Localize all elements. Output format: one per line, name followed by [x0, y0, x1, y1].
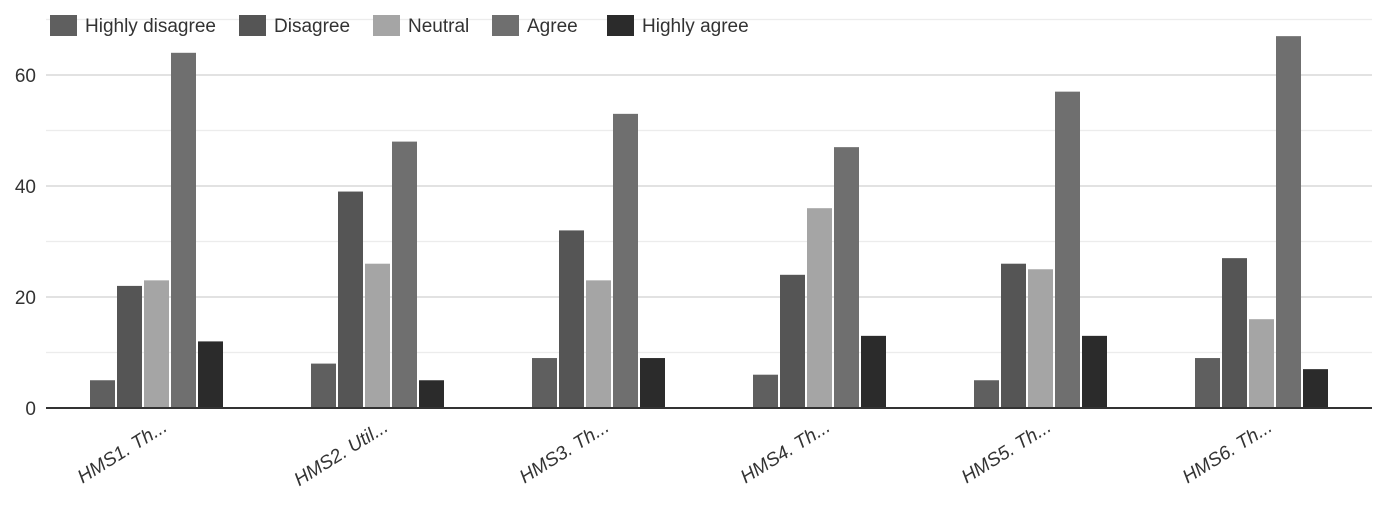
- y-tick-label: 20: [15, 288, 36, 309]
- legend-swatch: [373, 15, 400, 36]
- legend-item-agree: Agree: [492, 15, 578, 37]
- gridlines: [46, 18, 1372, 354]
- legend-label: Highly disagree: [85, 16, 216, 37]
- legend-label: Agree: [527, 16, 578, 37]
- legend-item-disagree: Disagree: [239, 15, 350, 37]
- legend-label: Disagree: [274, 16, 350, 37]
- legend-swatch: [492, 15, 519, 36]
- bar-highly-disagree: [1195, 358, 1220, 408]
- legend-item-neutral: Neutral: [373, 15, 469, 37]
- bar-highly-agree: [1303, 369, 1328, 408]
- bar-agree: [171, 52, 196, 409]
- bar-highly-disagree: [753, 374, 778, 408]
- legend: Highly disagree Disagree Neutral Agree Highl…: [50, 15, 749, 37]
- bar-disagree: [338, 191, 363, 408]
- bar-neutral: [1028, 269, 1053, 408]
- legend-swatch: [239, 15, 266, 36]
- y-tick-label: 40: [15, 177, 36, 198]
- bar-highly-disagree: [974, 380, 999, 408]
- legend-label: Neutral: [408, 16, 469, 37]
- bar-agree: [392, 141, 417, 408]
- bar-highly-agree: [861, 335, 886, 408]
- bar-highly-disagree: [532, 358, 557, 408]
- bar-highly-agree: [640, 358, 665, 408]
- legend-label: Highly agree: [642, 16, 749, 37]
- bar-disagree: [1001, 263, 1026, 408]
- bar-highly-disagree: [311, 363, 336, 408]
- x-category-label: HMS3. Th...: [516, 416, 613, 488]
- bar-neutral: [365, 263, 390, 408]
- bar-disagree: [780, 274, 805, 408]
- bar-highly-agree: [419, 380, 444, 408]
- bar-agree: [1055, 91, 1080, 409]
- x-category-label: HMS4. Th...: [737, 416, 834, 488]
- x-category-label: HMS1. Th...: [74, 416, 171, 488]
- bar-highly-agree: [1082, 335, 1107, 408]
- bar-disagree: [1222, 258, 1247, 408]
- bar-neutral: [144, 280, 169, 408]
- bar-highly-agree: [198, 341, 223, 408]
- bar-highly-disagree: [90, 380, 115, 408]
- bars: [90, 36, 1328, 409]
- bar-disagree: [559, 230, 584, 408]
- y-tick-label: 60: [15, 66, 36, 87]
- axes: 0 20 40 60 HMS1. Th... HMS2. Util... HMS3. Th.…: [15, 66, 1372, 491]
- x-category-label: HMS2. Util...: [291, 416, 393, 490]
- legend-swatch: [50, 15, 77, 36]
- bar-disagree: [117, 285, 142, 408]
- x-category-label: HMS6. Th...: [1179, 416, 1276, 488]
- bar-neutral: [1249, 319, 1274, 408]
- bar-neutral: [807, 208, 832, 408]
- legend-swatch: [607, 15, 634, 36]
- bar-agree: [1276, 36, 1301, 409]
- y-tick-label: 0: [25, 399, 36, 420]
- legend-item-highly-disagree: Highly disagree: [50, 15, 216, 37]
- bar-agree: [834, 147, 859, 408]
- legend-item-highly-agree: Highly agree: [607, 15, 749, 37]
- bar-agree: [613, 113, 638, 408]
- x-category-label: HMS5. Th...: [958, 416, 1055, 488]
- bar-neutral: [586, 280, 611, 408]
